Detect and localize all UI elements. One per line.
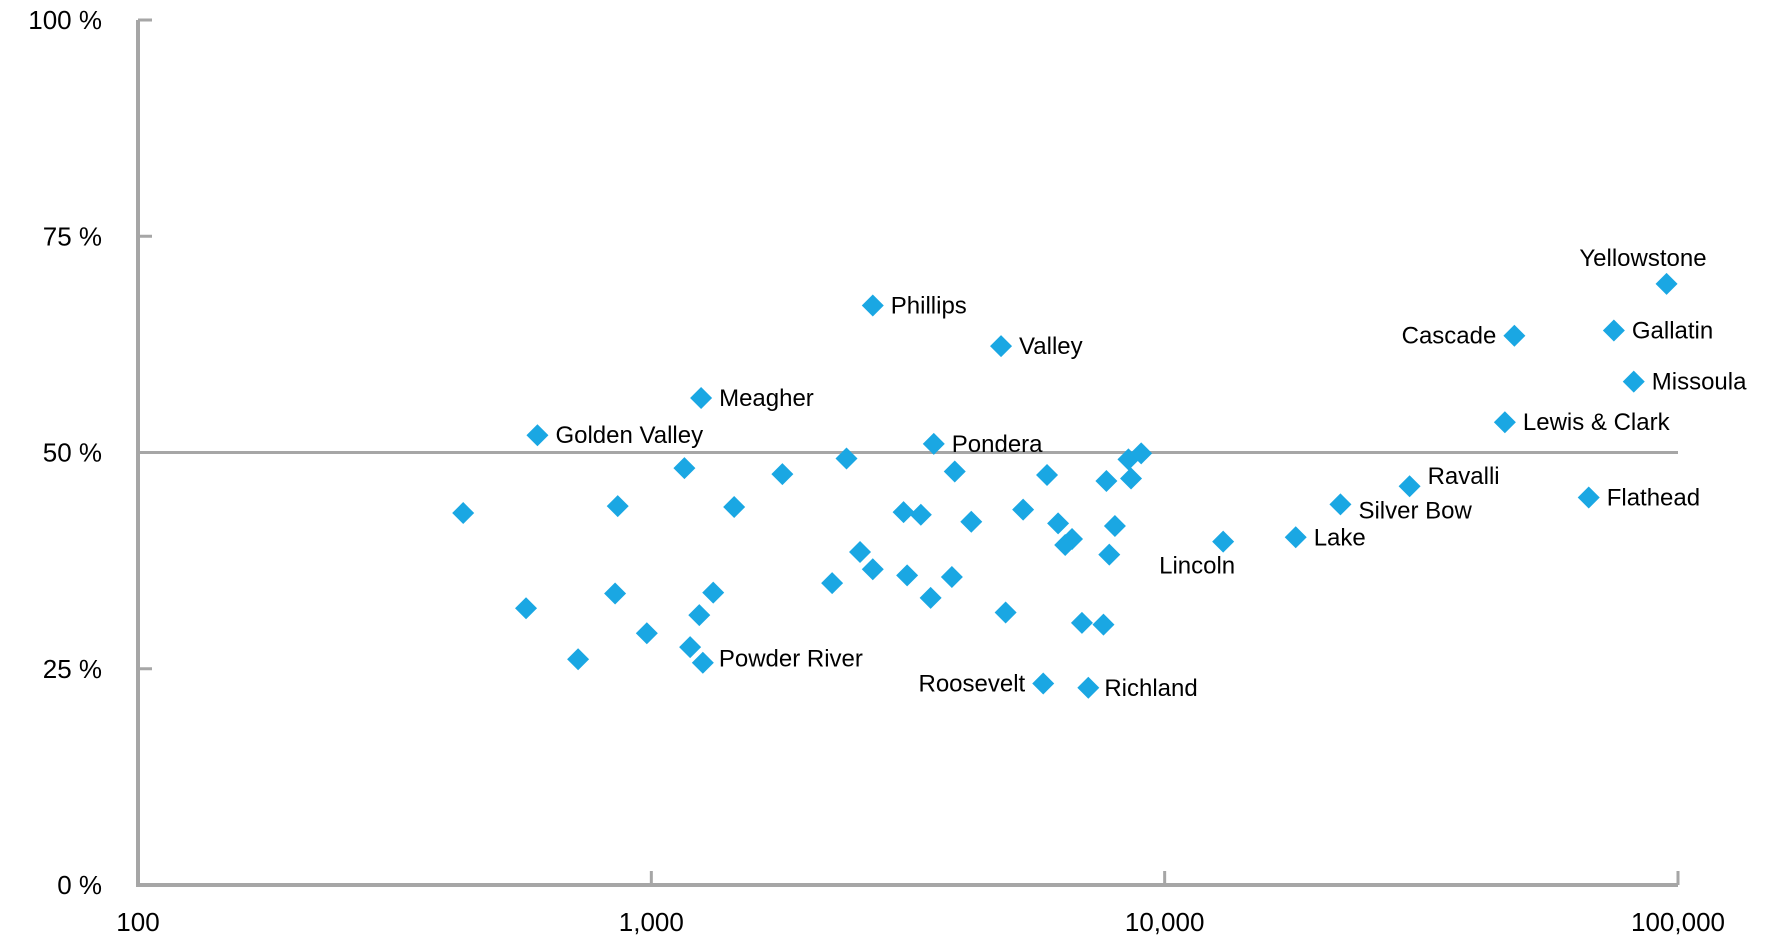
data-point xyxy=(1577,486,1600,509)
data-point xyxy=(994,601,1017,624)
data-point xyxy=(1622,370,1645,393)
point-label: Cascade xyxy=(1402,323,1497,350)
data-point xyxy=(679,636,702,659)
data-point xyxy=(567,648,590,671)
y-tick-label: 0 % xyxy=(57,870,102,900)
point-label: Powder River xyxy=(719,646,863,673)
x-tick-label: 100,000 xyxy=(1631,907,1725,937)
data-point xyxy=(1070,611,1093,634)
x-tick-label: 1,000 xyxy=(619,907,684,937)
point-label: Lake xyxy=(1314,524,1366,551)
point-label: Ravalli xyxy=(1428,463,1500,490)
data-point xyxy=(990,335,1013,358)
data-point xyxy=(673,457,696,480)
data-point xyxy=(606,495,629,518)
point-label: Lincoln xyxy=(1159,553,1235,580)
data-point xyxy=(1130,442,1153,465)
data-point xyxy=(922,432,945,455)
data-point xyxy=(452,502,475,525)
data-point xyxy=(690,387,713,410)
point-label: Valley xyxy=(1019,333,1083,360)
data-point xyxy=(1061,528,1084,550)
point-label: Richland xyxy=(1104,675,1197,702)
data-point xyxy=(1655,272,1678,295)
data-point xyxy=(1012,498,1035,521)
data-point xyxy=(919,586,942,609)
point-label: Silver Bow xyxy=(1358,497,1472,524)
data-point xyxy=(771,463,794,486)
data-point xyxy=(691,651,714,674)
data-point xyxy=(960,510,983,533)
data-point xyxy=(1329,493,1352,516)
data-point xyxy=(861,558,884,581)
point-label: Lewis & Clark xyxy=(1523,409,1671,436)
point-label: Gallatin xyxy=(1632,318,1713,345)
data-point xyxy=(688,604,711,627)
data-point xyxy=(1398,475,1421,498)
y-tick-label: 75 % xyxy=(43,221,102,251)
y-tick-label: 25 % xyxy=(43,654,102,684)
data-point xyxy=(1602,319,1625,342)
data-point xyxy=(526,424,549,447)
data-point xyxy=(1032,672,1055,695)
x-tick-label: 100 xyxy=(116,907,159,937)
data-point xyxy=(940,566,963,589)
y-tick-label: 100 % xyxy=(28,5,102,35)
data-points xyxy=(452,272,1678,699)
point-label: Meagher xyxy=(719,385,814,412)
data-point xyxy=(1098,543,1121,566)
data-point xyxy=(861,294,884,317)
data-point xyxy=(723,495,746,518)
tick-labels: 0 % 25 % 50 % 75 % 100 % 100 1,000 10,000 100,00… xyxy=(28,5,1725,937)
data-point xyxy=(909,503,932,526)
point-label: Missoula xyxy=(1652,369,1747,396)
data-point xyxy=(892,501,915,524)
data-point xyxy=(1284,526,1307,549)
point-label: Golden Valley xyxy=(555,422,703,449)
data-point xyxy=(702,581,725,604)
data-point xyxy=(821,572,844,595)
x-tick-label: 10,000 xyxy=(1125,907,1205,937)
point-label: Yellowstone xyxy=(1579,245,1706,272)
data-point xyxy=(1095,470,1118,493)
data-point xyxy=(1036,463,1059,486)
y-tick-label: 50 % xyxy=(43,438,102,468)
data-point xyxy=(515,597,538,620)
data-point xyxy=(635,622,658,645)
data-point xyxy=(1212,530,1235,553)
data-point xyxy=(1503,324,1526,347)
data-point xyxy=(1047,512,1070,535)
data-point xyxy=(604,582,627,605)
data-point xyxy=(896,564,919,587)
data-point xyxy=(1103,515,1126,538)
data-point xyxy=(835,447,858,470)
point-labels: Yellowstone Cascade Gallatin Missoula Lewis … xyxy=(555,245,1747,702)
point-label: Roosevelt xyxy=(918,670,1025,697)
data-point xyxy=(1077,676,1100,699)
data-point xyxy=(849,540,872,563)
point-label: Pondera xyxy=(952,431,1043,458)
data-point xyxy=(1092,613,1115,636)
data-point xyxy=(943,460,966,483)
point-label: Flathead xyxy=(1607,484,1700,511)
point-label: Phillips xyxy=(891,292,967,319)
data-point xyxy=(1120,467,1143,490)
data-point xyxy=(1493,411,1516,434)
